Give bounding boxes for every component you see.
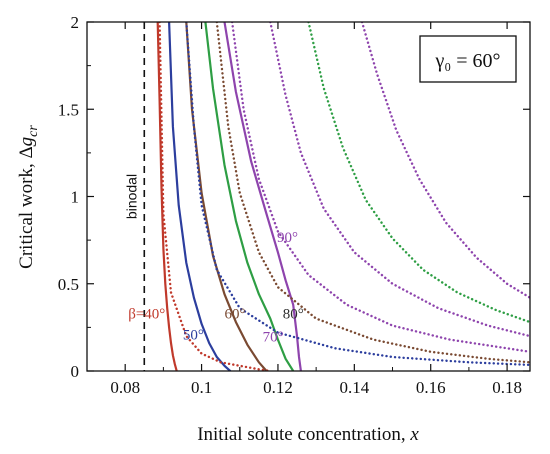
series-dotted-9 <box>269 22 530 338</box>
legend-box: γ₀ = 60° <box>419 35 517 83</box>
x-axis-label: Initial solute concentration, x <box>197 424 419 445</box>
y-tick-label: 0 <box>71 362 80 381</box>
curve-label-1: 50° <box>183 328 204 344</box>
x-tick-label: 0.08 <box>110 378 140 397</box>
series-dotted-5 <box>158 22 272 371</box>
curve-label-3: 70° <box>263 329 284 345</box>
x-tick-label: 0.16 <box>416 378 446 397</box>
legend-text: γ₀ = 60° <box>434 50 500 72</box>
legend-frame <box>419 35 517 83</box>
y-tick-label: 1.5 <box>58 100 79 119</box>
series-solid-1 <box>168 22 232 371</box>
x-tick-label: 0.12 <box>263 378 293 397</box>
series-dotted-6 <box>185 22 530 367</box>
y-tick-label: 2 <box>71 13 80 32</box>
binodal-label: binodal <box>123 174 139 219</box>
series-dotted-10 <box>307 22 530 324</box>
annotation-layer: β=40° 50° 60° 70° 80° 90° <box>128 230 304 345</box>
series-dotted-11 <box>360 22 530 299</box>
x-tick-label: 0.18 <box>492 378 522 397</box>
x-tick-label: 0.14 <box>339 378 369 397</box>
series-solid-0 <box>156 22 178 371</box>
curve-label-5: 90° <box>277 230 298 246</box>
curve-label-2: 60° <box>224 307 245 323</box>
y-axis-label: Critical work, Δgcr <box>16 125 41 269</box>
series-dotted-8 <box>230 22 530 353</box>
series-solid-3 <box>204 22 295 371</box>
x-tick-label: 0.1 <box>191 378 212 397</box>
curve-label-0: β=40° <box>128 307 165 323</box>
series-layer <box>156 22 530 371</box>
series-dotted-7 <box>215 22 530 364</box>
tick-layer: 0.08 0.1 0.12 0.14 0.16 0.18 0 0.5 1 1.5 2 <box>58 13 530 397</box>
y-tick-label: 1 <box>71 188 80 207</box>
series-solid-4 <box>223 22 302 371</box>
curve-label-4: 80° <box>283 307 304 323</box>
y-tick-label: 0.5 <box>58 275 79 294</box>
